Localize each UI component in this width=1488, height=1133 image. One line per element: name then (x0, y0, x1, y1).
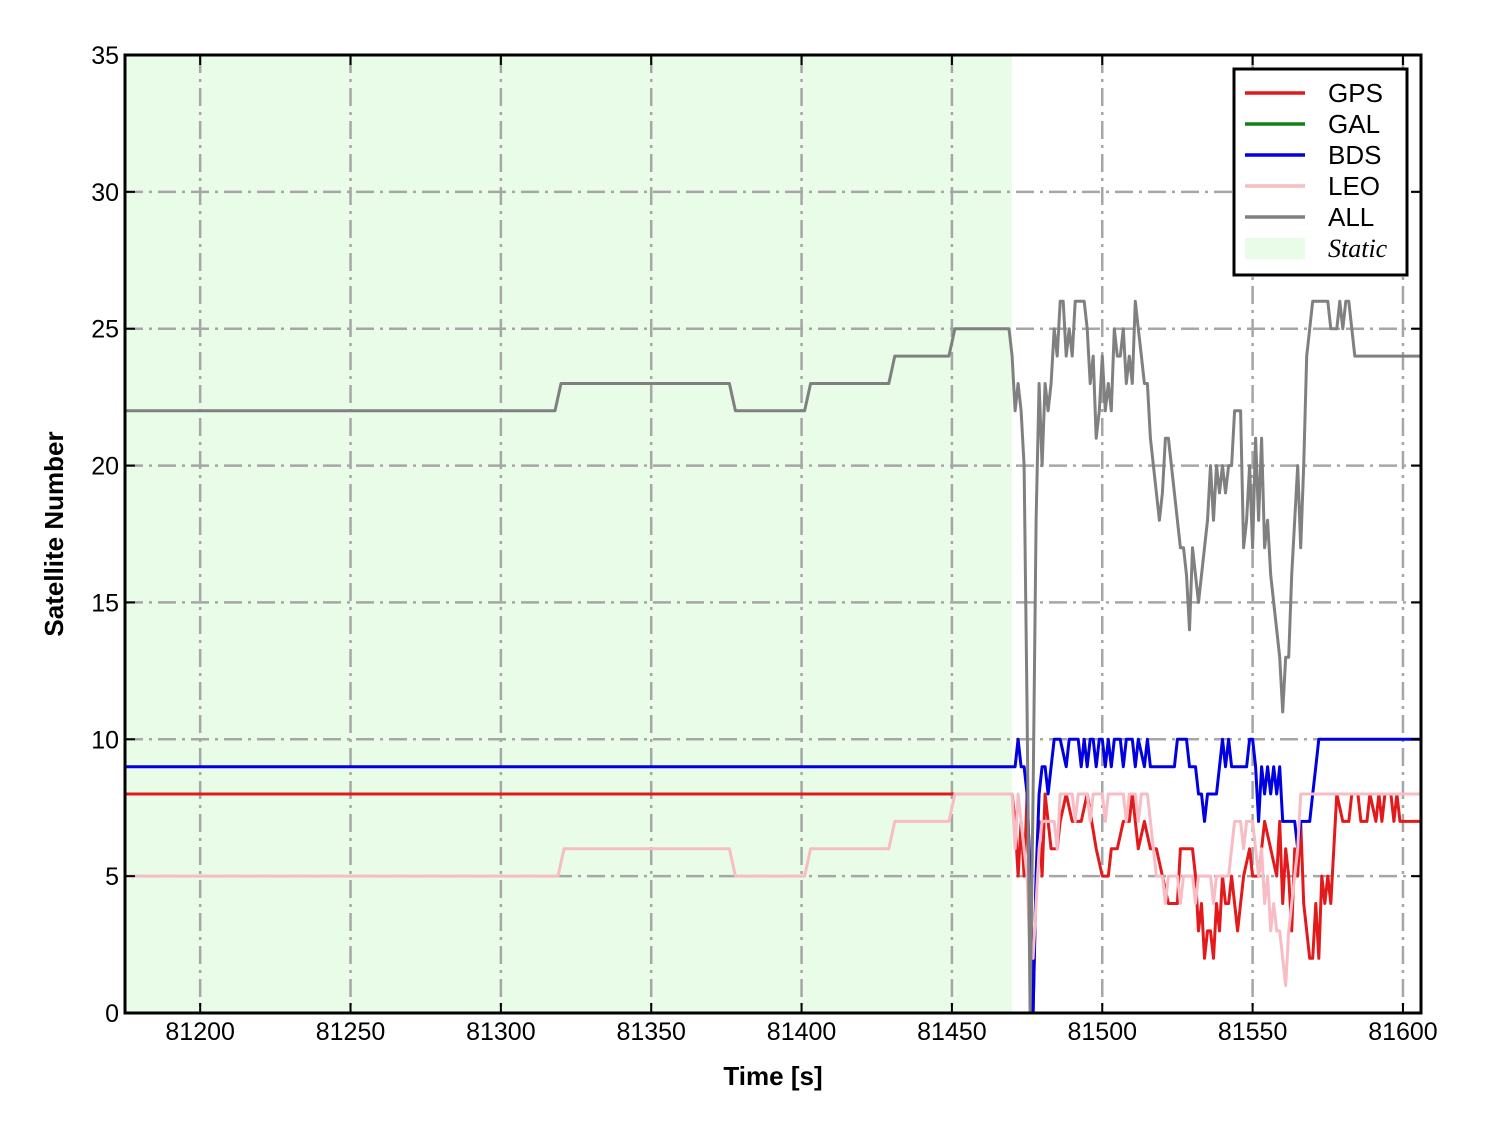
x-tick-label: 81200 (165, 1018, 235, 1046)
x-tick-label: 81300 (466, 1018, 536, 1046)
legend-label-gps: GPS (1328, 78, 1383, 108)
legend-label-bds: BDS (1328, 140, 1381, 170)
series-line-bds (125, 737, 1421, 1015)
static-region (125, 55, 1013, 1013)
y-tick-label: 0 (105, 1000, 119, 1028)
y-tick-label: 30 (91, 179, 119, 207)
legend-label-all: ALL (1328, 202, 1374, 232)
x-tick-label: 81350 (616, 1018, 686, 1046)
legend-label-leo: LEO (1328, 171, 1380, 201)
static-region-fill (125, 55, 1013, 1013)
plot-frame (123, 53, 1423, 1015)
y-tick-label: 10 (91, 726, 119, 754)
legend-label-static: Static (1328, 234, 1388, 263)
legend-swatch-static (1245, 238, 1305, 259)
series-line-all (125, 299, 1421, 1015)
y-tick-labels: 0 5 10 15 20 25 30 35 (91, 42, 119, 1028)
series-line-gps (125, 792, 1421, 1015)
y-axis-title: Satellite Number (39, 431, 69, 636)
y-tick-label: 5 (105, 863, 119, 891)
x-tick-label: 81600 (1368, 1018, 1438, 1046)
y-tick-label: 20 (91, 453, 119, 481)
x-axis-title: Time [s] (723, 1061, 822, 1091)
y-tick-label: 35 (91, 42, 119, 70)
series-line-leo (125, 792, 1421, 988)
legend-label-gal: GAL (1328, 109, 1380, 139)
x-tick-label: 81400 (767, 1018, 837, 1046)
y-tick-label: 15 (91, 589, 119, 617)
x-tick-labels: 81200 81250 81300 81350 81400 81450 81500 81550… (165, 1018, 1437, 1046)
x-tick-label: 81500 (1067, 1018, 1137, 1046)
x-tick-label: 81250 (316, 1018, 386, 1046)
x-tick-label: 81550 (1218, 1018, 1288, 1046)
x-tick-label: 81450 (917, 1018, 987, 1046)
y-tick-label: 25 (91, 316, 119, 344)
